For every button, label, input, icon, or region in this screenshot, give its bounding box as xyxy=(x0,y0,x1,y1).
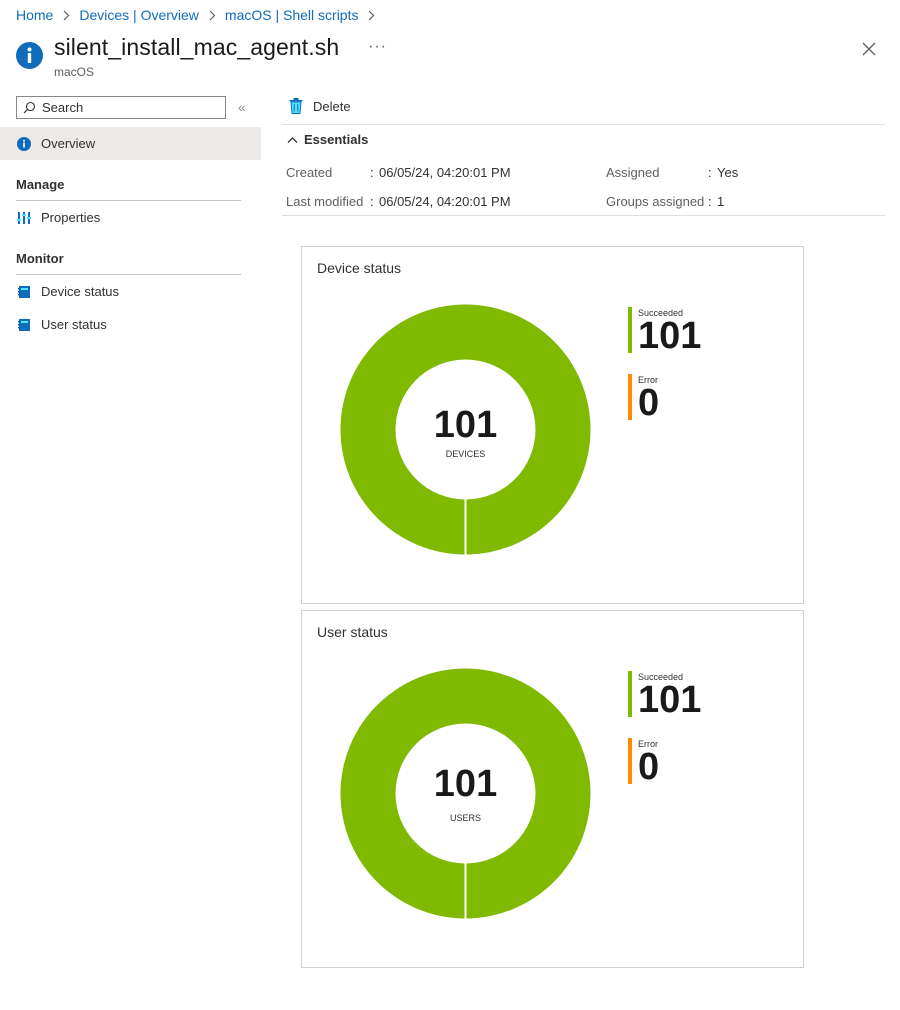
donut-slice-succeeded[interactable] xyxy=(340,304,591,555)
sidebar-item-label: Properties xyxy=(41,210,101,225)
groups-assigned-label: Groups assigned xyxy=(606,194,705,209)
notebook-icon xyxy=(16,317,32,333)
legend-swatch xyxy=(628,374,632,420)
sidebar-item-overview[interactable]: Overview xyxy=(0,127,261,160)
breadcrumb-devices-overview[interactable]: Devices | Overview xyxy=(79,7,199,23)
user-status-card[interactable]: User status 101 USERS Succeeded 101 Erro… xyxy=(301,610,804,968)
legend-swatch xyxy=(628,738,632,784)
created-label: Created xyxy=(286,165,333,180)
legend-label: Succeeded xyxy=(638,672,684,682)
breadcrumb-macos-shell-scripts[interactable]: macOS | Shell scripts xyxy=(224,7,359,23)
donut-center-label: DEVICES xyxy=(445,449,486,459)
chevron-right-icon xyxy=(62,10,70,21)
breadcrumb-home[interactable]: Home xyxy=(16,7,54,23)
page-subtitle: macOS xyxy=(54,65,95,79)
assigned-colon: : xyxy=(708,165,712,180)
trash-icon xyxy=(289,98,303,114)
search-box[interactable] xyxy=(16,96,226,119)
chart-legend: Succeeded 101 Error 0 xyxy=(628,671,701,805)
essentials-toggle[interactable]: Essentials xyxy=(287,132,368,147)
delete-label: Delete xyxy=(313,98,351,114)
donut-slice-succeeded[interactable] xyxy=(340,668,591,919)
breadcrumb: Home Devices | Overview macOS | Shell sc… xyxy=(16,7,384,23)
collapse-sidebar-button[interactable]: « xyxy=(238,99,246,115)
legend-item-error[interactable]: Error 0 xyxy=(628,738,701,805)
groups-assigned-value: 1 xyxy=(717,194,725,209)
search-icon xyxy=(23,101,36,114)
info-icon xyxy=(16,42,43,69)
sidebar-item-label: Device status xyxy=(41,284,120,299)
legend-label: Error xyxy=(638,375,658,385)
assigned-value: Yes xyxy=(717,165,739,180)
created-colon: : xyxy=(370,165,374,180)
delete-button[interactable]: Delete xyxy=(289,98,351,114)
device-status-donut xyxy=(340,304,591,555)
chart-legend: Succeeded 101 Error 0 xyxy=(628,307,701,441)
properties-icon xyxy=(16,210,32,226)
sidebar-item-device-status[interactable]: Device status xyxy=(0,275,261,308)
device-status-card[interactable]: Device status 101 DEVICES Succeeded 101 … xyxy=(301,246,804,604)
sidebar-item-properties[interactable]: Properties xyxy=(0,201,261,234)
info-icon xyxy=(16,136,32,152)
sidebar-item-user-status[interactable]: User status xyxy=(0,308,261,341)
last-modified-colon: : xyxy=(370,194,374,209)
last-modified-label: Last modified xyxy=(286,194,364,209)
page-title: silent_install_mac_agent.sh xyxy=(54,34,340,60)
assigned-label: Assigned xyxy=(606,165,660,180)
legend-label: Error xyxy=(638,739,658,749)
legend-value: 0 xyxy=(638,746,660,788)
user-status-donut xyxy=(340,668,591,919)
legend-item-succeeded[interactable]: Succeeded 101 xyxy=(628,671,701,738)
notebook-icon xyxy=(16,284,32,300)
donut-center-value: 101 xyxy=(433,763,498,805)
donut-center-label: USERS xyxy=(449,813,481,823)
card-title: User status xyxy=(317,624,388,640)
legend-item-succeeded[interactable]: Succeeded 101 xyxy=(628,307,701,374)
legend-value: 0 xyxy=(638,382,660,424)
legend-swatch xyxy=(628,307,632,353)
essentials-divider xyxy=(282,215,885,216)
legend-value: 101 xyxy=(638,679,702,721)
sidebar-item-label: User status xyxy=(41,317,107,332)
close-icon xyxy=(862,42,876,56)
legend-swatch xyxy=(628,671,632,717)
close-button[interactable] xyxy=(859,39,879,59)
card-title: Device status xyxy=(317,260,402,276)
sidebar-item-label: Overview xyxy=(41,136,96,151)
chevron-right-icon xyxy=(367,10,375,21)
toolbar-divider xyxy=(282,124,885,125)
legend-item-error[interactable]: Error 0 xyxy=(628,374,701,441)
groups-assigned-colon: : xyxy=(708,194,712,209)
legend-value: 101 xyxy=(638,315,702,357)
chevron-right-icon xyxy=(208,10,216,21)
essentials-heading: Essentials xyxy=(304,132,369,147)
donut-center-value: 101 xyxy=(433,404,498,446)
monitor-heading: Monitor xyxy=(16,251,241,275)
chevron-up-icon xyxy=(287,136,298,143)
search-input[interactable] xyxy=(42,100,222,115)
last-modified-value: 06/05/24, 04:20:01 PM xyxy=(379,194,511,209)
more-options-button[interactable]: ··· xyxy=(368,38,387,55)
created-value: 06/05/24, 04:20:01 PM xyxy=(379,165,511,180)
manage-heading: Manage xyxy=(16,177,241,201)
legend-label: Succeeded xyxy=(638,308,684,318)
